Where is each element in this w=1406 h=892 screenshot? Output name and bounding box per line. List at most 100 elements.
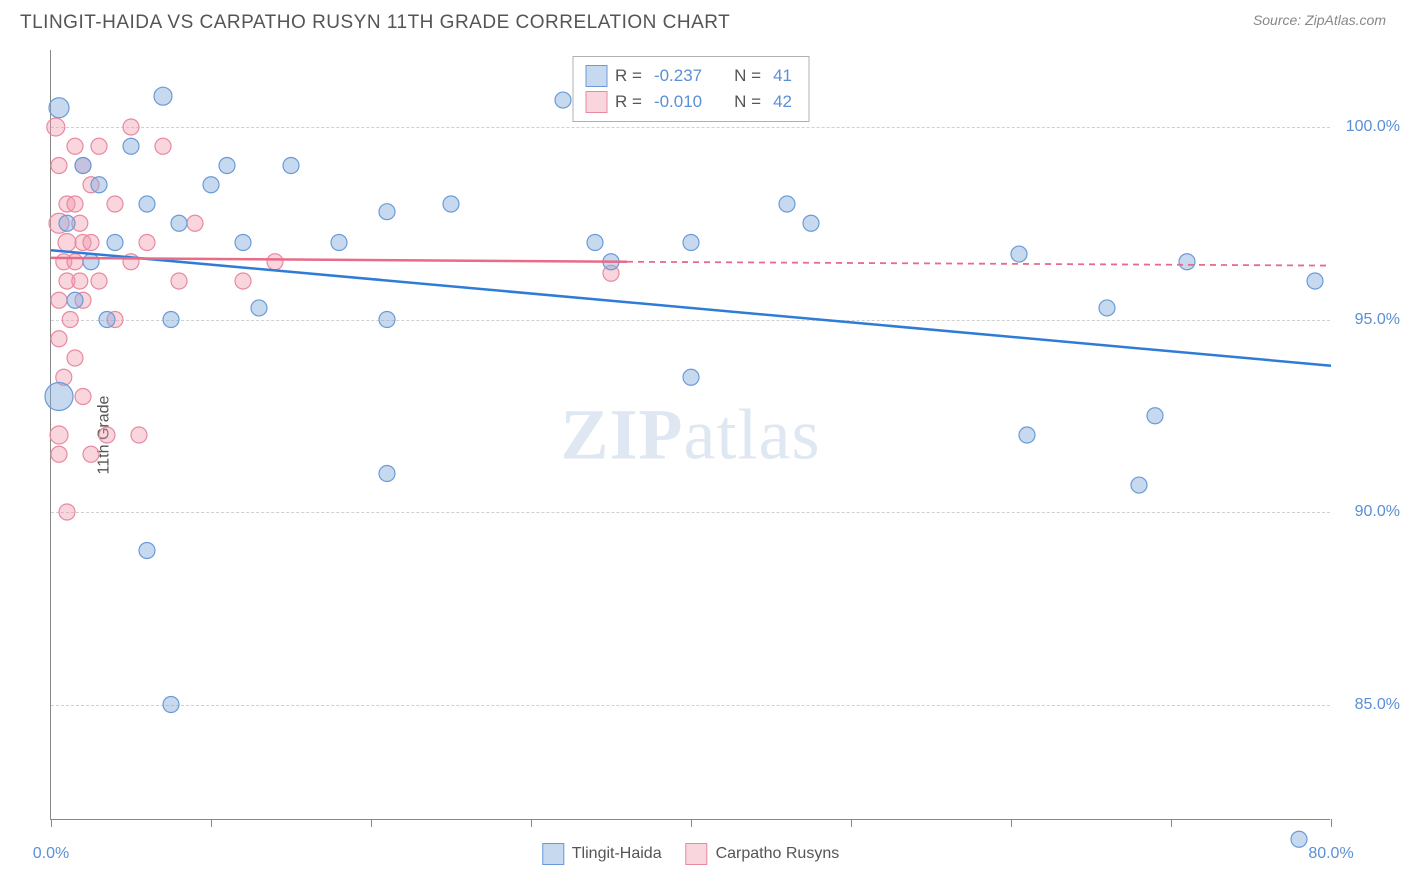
n-label: N = [734, 66, 761, 86]
scatter-point [72, 273, 88, 289]
x-tick-label: 0.0% [33, 845, 69, 863]
scatter-point [154, 87, 172, 105]
x-tick [1331, 819, 1332, 827]
scatter-point [91, 138, 107, 154]
n-label: N = [734, 92, 761, 112]
scatter-point [1131, 477, 1147, 493]
scatter-point [251, 300, 267, 316]
legend-item-b: Carpatho Rusyns [686, 843, 840, 865]
trend-line [51, 250, 1331, 366]
scatter-point [99, 312, 115, 328]
r-label: R = [615, 92, 642, 112]
legend-row-a: R = -0.237 N = 41 [585, 63, 796, 89]
scatter-point [91, 273, 107, 289]
scatter-point [67, 138, 83, 154]
scatter-point [587, 235, 603, 251]
scatter-point [267, 254, 283, 270]
n-value: 41 [773, 66, 792, 86]
scatter-point [107, 235, 123, 251]
y-tick-label: 100.0% [1340, 118, 1400, 136]
scatter-point [235, 273, 251, 289]
scatter-point [555, 92, 571, 108]
scatter-svg [51, 50, 1330, 819]
x-tick [211, 819, 212, 827]
scatter-point [139, 543, 155, 559]
scatter-point [75, 158, 91, 174]
n-value: 42 [773, 92, 792, 112]
x-tick [851, 819, 852, 827]
scatter-point [379, 466, 395, 482]
scatter-point [139, 235, 155, 251]
header: TLINGIT-HAIDA VS CARPATHO RUSYN 11TH GRA… [0, 0, 1406, 42]
x-tick [691, 819, 692, 827]
scatter-point [67, 196, 83, 212]
scatter-point [187, 215, 203, 231]
legend-label: Tlingit-Haida [572, 845, 662, 863]
legend-swatch [542, 843, 564, 865]
scatter-point [99, 427, 115, 443]
scatter-point [219, 158, 235, 174]
scatter-point [51, 292, 67, 308]
x-tick [531, 819, 532, 827]
scatter-point [171, 273, 187, 289]
x-tick [1011, 819, 1012, 827]
scatter-point [67, 292, 83, 308]
scatter-point [1011, 246, 1027, 262]
scatter-point [203, 177, 219, 193]
scatter-point [1147, 408, 1163, 424]
scatter-point [139, 196, 155, 212]
chart-plot-area: 11th Grade ZIPatlas R = -0.237 N = 41 R … [50, 50, 1330, 820]
scatter-point [163, 312, 179, 328]
x-tick [371, 819, 372, 827]
legend-label: Carpatho Rusyns [716, 845, 840, 863]
scatter-point [50, 426, 68, 444]
scatter-point [67, 350, 83, 366]
scatter-point [803, 215, 819, 231]
scatter-point [59, 215, 75, 231]
y-tick-label: 95.0% [1340, 311, 1400, 329]
scatter-point [62, 312, 78, 328]
scatter-point [1291, 831, 1307, 847]
legend-row-b: R = -0.010 N = 42 [585, 89, 796, 115]
scatter-point [235, 235, 251, 251]
legend-swatch [686, 843, 708, 865]
legend-swatch-a [585, 65, 607, 87]
r-label: R = [615, 66, 642, 86]
scatter-point [49, 98, 69, 118]
chart-title: TLINGIT-HAIDA VS CARPATHO RUSYN 11TH GRA… [20, 12, 730, 34]
scatter-point [163, 697, 179, 713]
source-attribution: Source: ZipAtlas.com [1253, 12, 1386, 28]
scatter-point [1179, 254, 1195, 270]
scatter-point [83, 235, 99, 251]
scatter-point [75, 389, 91, 405]
scatter-point [171, 215, 187, 231]
series-legend: Tlingit-Haida Carpatho Rusyns [542, 843, 839, 865]
scatter-point [779, 196, 795, 212]
scatter-point [1307, 273, 1323, 289]
scatter-point [123, 138, 139, 154]
legend-swatch-b [585, 91, 607, 113]
scatter-point [51, 158, 67, 174]
scatter-point [331, 235, 347, 251]
scatter-point [683, 369, 699, 385]
scatter-point [83, 254, 99, 270]
scatter-point [379, 204, 395, 220]
r-value: -0.237 [654, 66, 702, 86]
scatter-point [443, 196, 459, 212]
scatter-point [51, 446, 67, 462]
x-tick [1171, 819, 1172, 827]
scatter-point [379, 312, 395, 328]
x-tick-label: 80.0% [1308, 845, 1353, 863]
scatter-point [155, 138, 171, 154]
y-tick-label: 85.0% [1340, 696, 1400, 714]
scatter-point [51, 331, 67, 347]
scatter-point [91, 177, 107, 193]
scatter-point [59, 504, 75, 520]
legend-item-a: Tlingit-Haida [542, 843, 662, 865]
scatter-point [131, 427, 147, 443]
scatter-point [283, 158, 299, 174]
scatter-point [1019, 427, 1035, 443]
correlation-legend: R = -0.237 N = 41 R = -0.010 N = 42 [572, 56, 809, 122]
x-tick [51, 819, 52, 827]
trend-line [627, 262, 1331, 266]
